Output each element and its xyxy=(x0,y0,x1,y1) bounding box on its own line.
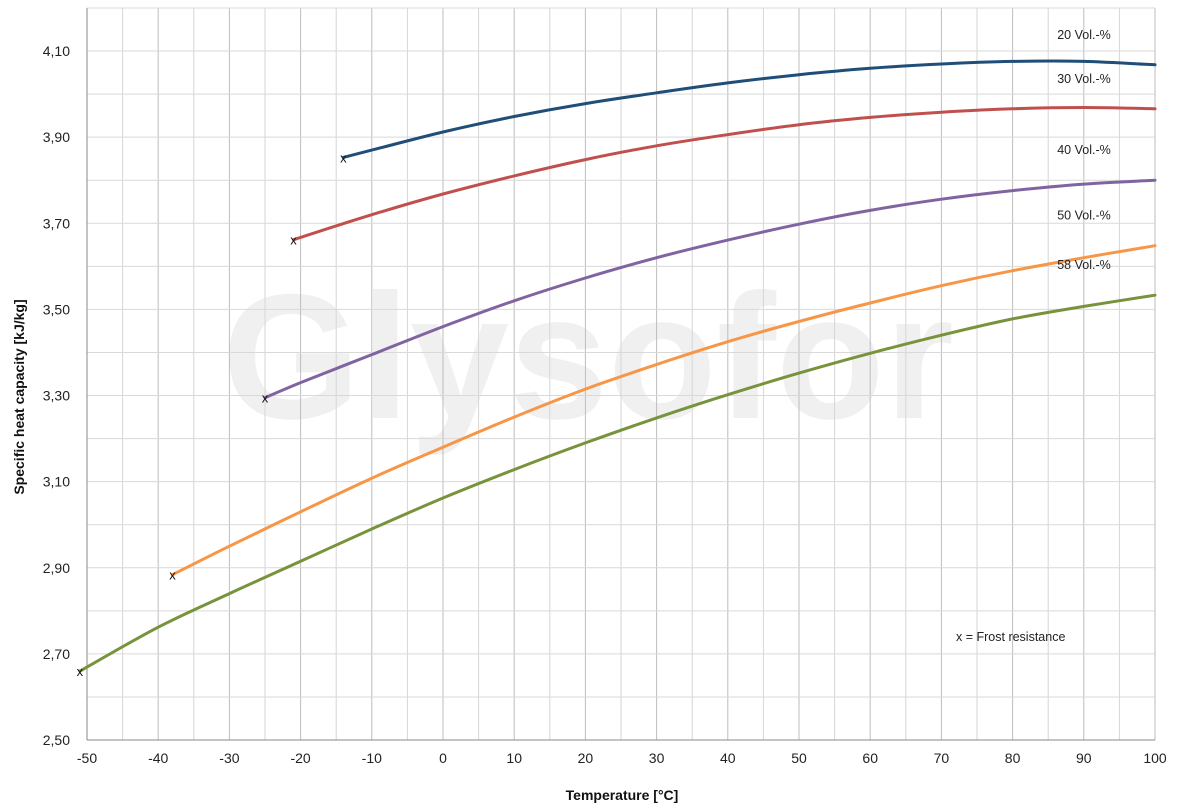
series-label-58-vol: 58 Vol.-% xyxy=(1057,258,1111,272)
series-line-50-vol xyxy=(170,244,1157,577)
x-tick-label: 100 xyxy=(1143,750,1167,766)
y-tick-label: 3,70 xyxy=(43,215,70,231)
series-line-20-vol xyxy=(341,59,1157,159)
series-label-20-vol: 20 Vol.-% xyxy=(1057,28,1111,42)
x-tick-label: 0 xyxy=(439,750,447,766)
series-lines xyxy=(78,59,1157,673)
x-tick-label: 20 xyxy=(578,750,594,766)
x-tick-label: -20 xyxy=(290,750,310,766)
y-tick-label: 3,90 xyxy=(43,129,70,145)
x-axis-title: Temperature [°C] xyxy=(566,787,679,803)
x-tick-label: -30 xyxy=(219,750,239,766)
frost-marker-58-vol: x xyxy=(77,664,84,679)
x-tick-label: 30 xyxy=(649,750,665,766)
y-tick-label: 3,50 xyxy=(43,301,70,317)
watermark-text: Glysofor xyxy=(222,257,954,456)
x-tick-label: -10 xyxy=(362,750,382,766)
y-tick-labels: 2,50 2,70 2,90 3,10 3,30 3,50 3,70 3,90 4,10 xyxy=(43,43,70,748)
series-line-30-vol xyxy=(292,105,1157,242)
x-tick-label: 50 xyxy=(791,750,807,766)
x-tick-label: -50 xyxy=(77,750,97,766)
x-tick-label: -40 xyxy=(148,750,168,766)
x-tick-label: 10 xyxy=(506,750,522,766)
x-tick-label: 90 xyxy=(1076,750,1092,766)
series-line-40-vol xyxy=(263,178,1157,400)
y-tick-label: 2,50 xyxy=(43,732,70,748)
series-label-30-vol: 30 Vol.-% xyxy=(1057,72,1111,86)
frost-resistance-note: x = Frost resistance xyxy=(956,630,1065,644)
y-tick-label: 2,90 xyxy=(43,560,70,576)
frost-marker-20-vol: x xyxy=(340,150,347,165)
x-tick-labels: -50 -40 -30 -20 -10 0 10 20 30 40 50 60 70 80 90 100 xyxy=(77,750,1167,766)
frost-marker-40-vol: x xyxy=(262,391,269,406)
series-label-50-vol: 50 Vol.-% xyxy=(1057,209,1111,223)
y-tick-label: 3,30 xyxy=(43,388,70,404)
y-axis-title: Specific heat capacity [kJ/kg] xyxy=(11,299,27,494)
grid-lines xyxy=(86,7,1156,741)
x-tick-label: 40 xyxy=(720,750,736,766)
series-label-40-vol: 40 Vol.-% xyxy=(1057,143,1111,157)
frost-marker-30-vol: x xyxy=(290,233,297,248)
frost-markers: x x x x x xyxy=(77,150,347,679)
axes xyxy=(86,8,1155,741)
series-line-58-vol xyxy=(78,293,1157,673)
x-tick-label: 60 xyxy=(862,750,878,766)
x-tick-label: 80 xyxy=(1005,750,1021,766)
series-labels: 20 Vol.-% 30 Vol.-% 40 Vol.-% 50 Vol.-% 58 V… xyxy=(1057,28,1111,272)
frost-marker-50-vol: x xyxy=(169,568,176,583)
y-tick-label: 2,70 xyxy=(43,646,70,662)
x-tick-label: 70 xyxy=(934,750,950,766)
y-tick-label: 3,10 xyxy=(43,474,70,490)
y-tick-label: 4,10 xyxy=(43,43,70,59)
